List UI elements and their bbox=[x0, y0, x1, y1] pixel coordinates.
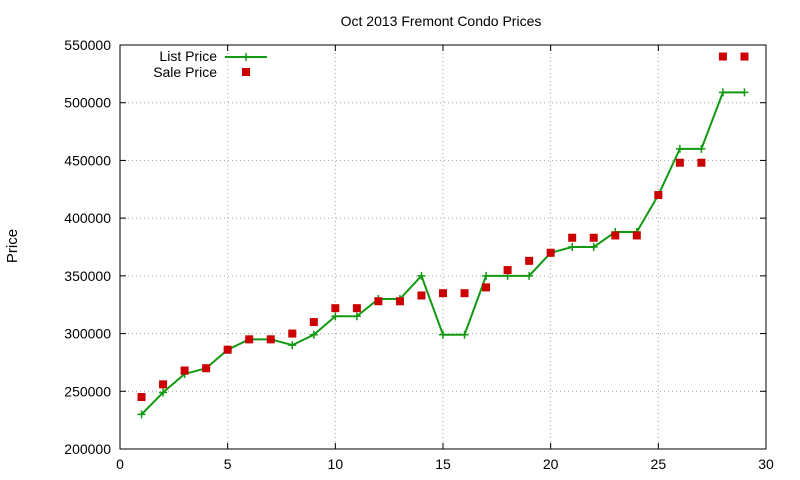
x-tick-label: 0 bbox=[116, 456, 124, 472]
y-tick-label: 550000 bbox=[64, 37, 111, 53]
sale-price-point bbox=[697, 158, 706, 167]
y-tick-label: 350000 bbox=[64, 268, 111, 284]
legend-marker-sale-price bbox=[242, 68, 250, 76]
sale-price-point bbox=[374, 297, 383, 306]
y-tick-label: 450000 bbox=[64, 152, 111, 168]
legend-label-list-price: List Price bbox=[159, 48, 217, 64]
sale-price-point bbox=[589, 233, 598, 242]
sale-price-point bbox=[611, 231, 620, 240]
legend-marker-list-price-plus bbox=[242, 53, 250, 61]
list-price-point bbox=[740, 88, 749, 97]
x-tick-label: 5 bbox=[224, 456, 232, 472]
y-tick-label: 250000 bbox=[64, 383, 111, 399]
sale-price-point bbox=[654, 191, 663, 200]
sale-price-point bbox=[180, 366, 189, 375]
sale-price-point bbox=[718, 52, 727, 61]
chart-title: Oct 2013 Fremont Condo Prices bbox=[341, 13, 542, 29]
sale-price-point bbox=[352, 304, 361, 313]
list-price-point bbox=[309, 330, 318, 339]
list-price-point bbox=[697, 144, 706, 153]
sale-price-point bbox=[675, 158, 684, 167]
plot-frame bbox=[119, 44, 767, 450]
x-tick-label: 20 bbox=[543, 456, 559, 472]
sale-price-point bbox=[137, 393, 146, 402]
y-tick-label: 500000 bbox=[64, 95, 111, 111]
list-price-point bbox=[525, 271, 534, 280]
list-price-point bbox=[352, 312, 361, 321]
list-price-point bbox=[675, 144, 684, 153]
y-axis-label: Price bbox=[4, 229, 21, 263]
x-tick-label: 30 bbox=[758, 456, 774, 472]
sale-price-point bbox=[202, 364, 211, 373]
list-price-point bbox=[718, 88, 727, 97]
x-tick-label: 25 bbox=[651, 456, 667, 472]
sale-price-point bbox=[395, 297, 404, 306]
sale-price-point bbox=[632, 231, 641, 240]
series bbox=[137, 52, 749, 419]
sale-price-point bbox=[460, 289, 469, 298]
axes: 200000 250000 300000 350000 400000 450000 5000… bbox=[64, 37, 774, 472]
sale-price-point bbox=[482, 283, 491, 292]
sale-price-point bbox=[309, 318, 318, 327]
sale-price-point bbox=[525, 256, 534, 265]
list-price-point bbox=[460, 330, 469, 339]
sale-price-point bbox=[546, 248, 555, 257]
sale-price-point bbox=[417, 291, 426, 300]
sale-price-point bbox=[159, 380, 168, 389]
sale-price-point bbox=[288, 329, 297, 338]
sale-price-point bbox=[266, 335, 275, 344]
list-price-point bbox=[568, 243, 577, 251]
sale-price-point bbox=[568, 233, 577, 242]
list-price-point bbox=[589, 243, 598, 251]
x-tick-label: 15 bbox=[435, 456, 451, 472]
grid bbox=[120, 45, 766, 449]
list-price-point bbox=[137, 410, 146, 419]
sale-price-point bbox=[439, 289, 447, 298]
list-price-point bbox=[482, 271, 491, 280]
sale-price-point bbox=[503, 266, 512, 275]
legend: List Price Sale Price bbox=[153, 48, 267, 80]
sale-price-point bbox=[223, 345, 232, 354]
list-price-point bbox=[288, 341, 297, 350]
x-tick-label: 10 bbox=[328, 456, 344, 472]
sale-price-point bbox=[331, 304, 340, 313]
y-tick-label: 400000 bbox=[64, 210, 111, 226]
y-tick-label: 200000 bbox=[64, 441, 111, 457]
list-price-point bbox=[159, 388, 168, 397]
list-price-point bbox=[417, 271, 426, 280]
list-price-point bbox=[439, 330, 447, 339]
sale-price-point bbox=[740, 52, 749, 61]
sale-price-point bbox=[245, 335, 254, 344]
y-tick-label: 300000 bbox=[64, 326, 111, 342]
legend-label-sale-price: Sale Price bbox=[153, 64, 217, 80]
list-price-point bbox=[331, 312, 340, 321]
